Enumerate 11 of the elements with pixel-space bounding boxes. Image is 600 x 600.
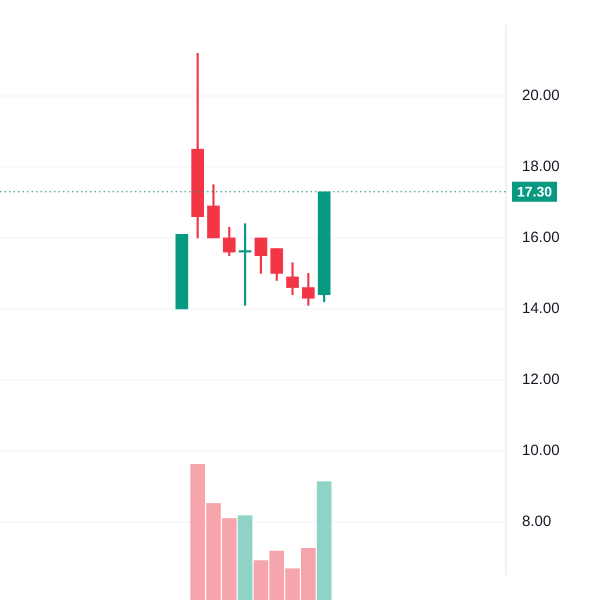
y-tick-label: 20.00 (522, 87, 560, 104)
y-tick-label: 8.00 (522, 512, 552, 530)
y-tick-label: 18.00 (522, 158, 560, 176)
y-tick-label: 12.00 (522, 370, 560, 388)
ref-line-label: 17.30 (517, 184, 552, 200)
bar (316, 481, 332, 600)
y-tick-label: 10.00 (522, 442, 560, 459)
y-tick-label: 16.00 (522, 229, 560, 246)
bar (238, 515, 252, 600)
y-tick-label: 14.00 (522, 300, 560, 318)
candlestick (238, 223, 252, 306)
